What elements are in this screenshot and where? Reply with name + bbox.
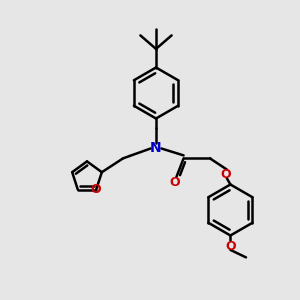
Text: N: N xyxy=(150,142,162,155)
Text: O: O xyxy=(91,183,101,196)
Text: O: O xyxy=(220,168,231,181)
Text: O: O xyxy=(225,239,236,253)
Text: O: O xyxy=(169,176,180,189)
